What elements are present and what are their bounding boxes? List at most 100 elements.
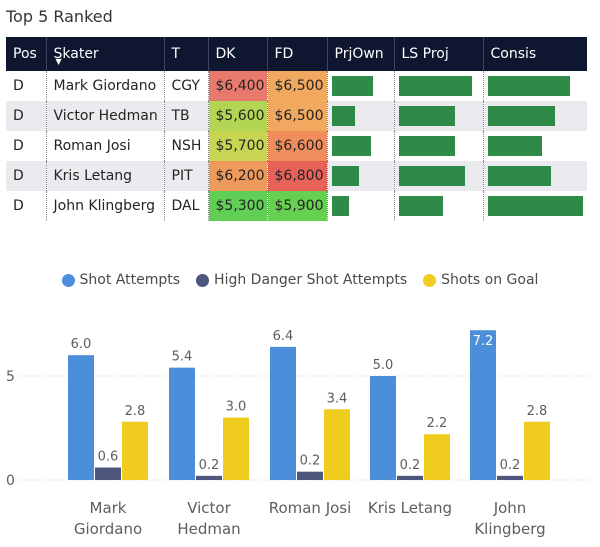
data-label: 0.2	[500, 458, 521, 473]
y-tick-label: 5	[6, 369, 15, 385]
bar[interactable]	[397, 475, 423, 480]
column-header-prjown[interactable]: PrjOwn	[327, 37, 395, 71]
bar[interactable]	[424, 434, 450, 480]
cell-consis-bar	[483, 71, 587, 101]
cell-fd-salary: $6,500	[267, 71, 328, 101]
cell-skater: Mark Giordano	[46, 71, 165, 101]
data-bar	[487, 136, 542, 156]
data-bar	[331, 106, 355, 126]
bar[interactable]	[223, 417, 249, 480]
cell-consis-bar	[483, 191, 587, 221]
data-bar	[331, 136, 371, 156]
column-header-skater-label: Skater	[53, 46, 99, 62]
cell-team: DAL	[164, 191, 209, 221]
column-header-ls-proj[interactable]: LS Proj	[394, 37, 484, 71]
column-header-dk[interactable]: DK	[208, 37, 268, 71]
data-bar	[398, 166, 465, 186]
table-row[interactable]: D Victor Hedman TB $5,600 $6,500	[6, 101, 587, 131]
data-bar	[331, 196, 349, 216]
legend-label: Shot Attempts	[79, 272, 181, 288]
data-label: 2.8	[527, 404, 548, 419]
x-category-label: Klingberg	[474, 520, 545, 538]
data-bar	[331, 166, 360, 186]
data-label: 5.0	[373, 358, 394, 373]
cell-pos: D	[6, 191, 47, 221]
data-label: 5.4	[172, 350, 193, 365]
data-bar	[487, 76, 570, 96]
cell-dk-salary: $5,300	[208, 191, 268, 221]
table-row[interactable]: D Kris Letang PIT $6,200 $6,800	[6, 161, 587, 191]
cell-dk-salary: $5,700	[208, 131, 268, 161]
bar[interactable]	[297, 471, 323, 480]
data-bar	[487, 166, 551, 186]
cell-consis-bar	[483, 131, 587, 161]
cell-fd-salary: $6,600	[267, 131, 328, 161]
column-header-skater[interactable]: Skater ▼	[46, 37, 165, 71]
cell-ls-proj-bar	[394, 131, 484, 161]
cell-team: CGY	[164, 71, 209, 101]
page-title: Top 5 Ranked	[6, 7, 113, 26]
cell-team: PIT	[164, 161, 209, 191]
cell-pos: D	[6, 71, 47, 101]
bar[interactable]	[122, 421, 148, 480]
data-label: 3.4	[327, 391, 348, 406]
x-category-label: Giordano	[74, 520, 142, 538]
data-label: 6.4	[273, 329, 294, 344]
bar[interactable]	[524, 421, 550, 480]
cell-skater: John Klingberg	[46, 191, 165, 221]
cell-dk-salary: $6,400	[208, 71, 268, 101]
table-row[interactable]: D Roman Josi NSH $5,700 $6,600	[6, 131, 587, 161]
cell-fd-salary: $6,500	[267, 101, 328, 131]
bar[interactable]	[270, 346, 296, 480]
cell-prjown-bar	[327, 131, 395, 161]
column-header-consis[interactable]: Consis	[483, 37, 587, 71]
column-header-team[interactable]: T	[164, 37, 209, 71]
cell-prjown-bar	[327, 71, 395, 101]
cell-ls-proj-bar	[394, 101, 484, 131]
data-bar	[487, 196, 583, 216]
data-label: 7.2	[473, 334, 494, 349]
cell-dk-salary: $6,200	[208, 161, 268, 191]
table-row[interactable]: D John Klingberg DAL $5,300 $5,900	[6, 191, 587, 221]
legend-item[interactable]: Shots on Goal	[423, 272, 538, 288]
column-header-fd[interactable]: FD	[267, 37, 328, 71]
cell-skater: Kris Letang	[46, 161, 165, 191]
y-tick-label: 0	[6, 473, 15, 489]
bar[interactable]	[196, 475, 222, 480]
x-category-label: Roman Josi	[269, 499, 352, 517]
data-label: 6.0	[71, 337, 92, 352]
x-category-label: Kris Letang	[368, 499, 452, 517]
table-row[interactable]: D Mark Giordano CGY $6,400 $6,500	[6, 71, 587, 101]
table-header-row: Pos Skater ▼ T DK FD PrjOwn LS Proj Cons…	[6, 37, 587, 71]
bar[interactable]	[68, 355, 94, 480]
bar[interactable]	[324, 409, 350, 480]
cell-fd-salary: $5,900	[267, 191, 328, 221]
column-header-pos[interactable]: Pos	[6, 37, 47, 71]
data-bar	[398, 196, 443, 216]
legend-item[interactable]: High Danger Shot Attempts	[196, 272, 407, 288]
cell-prjown-bar	[327, 161, 395, 191]
x-category-label: Mark	[90, 499, 127, 517]
bar[interactable]	[497, 475, 523, 480]
legend-item[interactable]: Shot Attempts	[61, 272, 181, 288]
cell-ls-proj-bar	[394, 191, 484, 221]
bar[interactable]	[470, 330, 496, 480]
data-bar	[331, 76, 374, 96]
bar[interactable]	[95, 467, 121, 480]
cell-pos: D	[6, 131, 47, 161]
data-label: 0.2	[300, 454, 321, 469]
cell-skater: Roman Josi	[46, 131, 165, 161]
x-category-label: Hedman	[177, 520, 240, 538]
top-5-table: Pos Skater ▼ T DK FD PrjOwn LS Proj Cons…	[6, 37, 587, 221]
data-label: 3.0	[226, 400, 247, 415]
cell-team: TB	[164, 101, 209, 131]
legend-label: Shots on Goal	[441, 272, 539, 288]
bar[interactable]	[370, 376, 396, 480]
bar[interactable]	[169, 367, 195, 480]
cell-fd-salary: $6,800	[267, 161, 328, 191]
cell-ls-proj-bar	[394, 71, 484, 101]
cell-dk-salary: $5,600	[208, 101, 268, 131]
data-label: 2.2	[427, 416, 448, 431]
shot-attempts-bar-chart: 0 5 6.0 5.4 6.4 5.0 7.2 0.6 0.2 0.2 0.2 0.2 2.8 3.0 3.…	[6, 329, 590, 538]
data-bar	[398, 106, 455, 126]
